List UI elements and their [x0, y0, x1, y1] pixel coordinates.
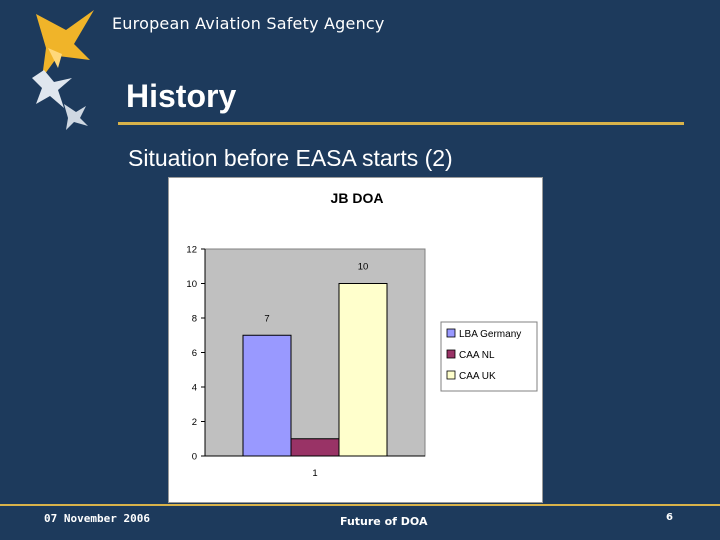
plot-area [204, 248, 426, 457]
slide-subtitle: Situation before EASA starts (2) [128, 145, 453, 171]
legend-swatch [446, 328, 456, 338]
legend-label: LBA Germany [459, 329, 521, 340]
chart-title: JB DOA [331, 190, 384, 206]
bar-caa-nl [290, 438, 340, 457]
title-divider [118, 122, 684, 125]
legend-swatch [446, 370, 456, 380]
x-tick-label: 1 [312, 468, 317, 479]
footer-date: 07 November 2006 [44, 512, 150, 525]
slide-title: History [126, 78, 237, 114]
data-label: 10 [358, 262, 369, 273]
easa-logo-icon [32, 10, 94, 130]
bar-chart: JB DOA 0 2 4 6 8 10 12 7 10 1 LBA Germany CAA NL… [186, 190, 538, 479]
y-tick-label: 12 [186, 245, 197, 256]
legend-box [440, 321, 538, 392]
y-tick-label: 4 [192, 383, 197, 394]
legend-label: CAA NL [459, 350, 495, 361]
chart-frame: JB DOA 0 2 4 6 8 10 12 7 10 1 LBA Germany CAA NL… [168, 177, 543, 503]
y-tick-label: 6 [192, 348, 197, 359]
y-tick-label: 0 [192, 452, 197, 463]
y-tick-label: 10 [186, 279, 197, 290]
legend-swatch [446, 349, 456, 359]
agency-name: European Aviation Safety Agency [112, 14, 385, 33]
bar-lba-germany [242, 334, 292, 457]
legend-label: CAA UK [459, 371, 496, 382]
page-number: 6 [666, 512, 673, 523]
y-tick-label: 2 [192, 417, 197, 428]
data-label: 7 [264, 313, 269, 324]
footer-divider [0, 504, 720, 506]
footer-title: Future of DOA [340, 515, 428, 528]
bar-caa-uk [338, 283, 388, 457]
y-tick-label: 8 [192, 314, 197, 325]
